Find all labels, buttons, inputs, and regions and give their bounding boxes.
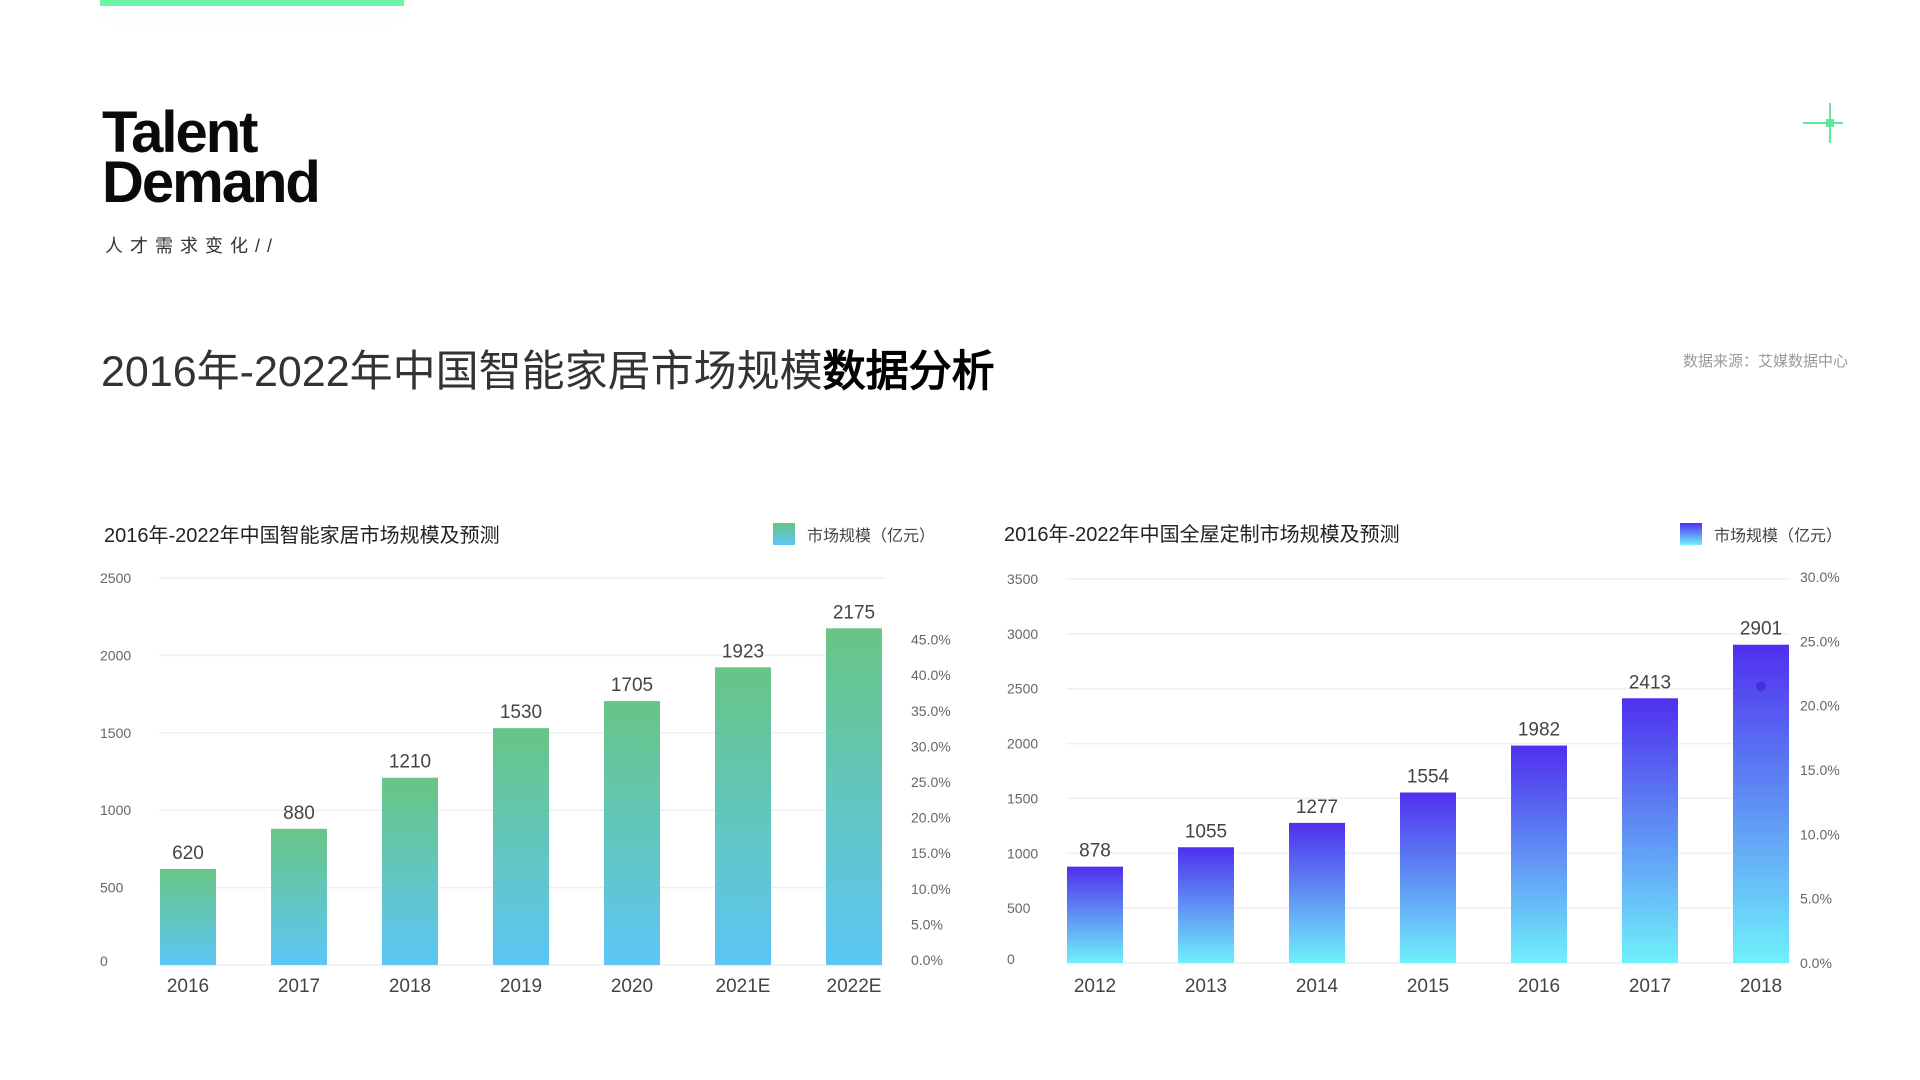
chart2-value-label: 1055 — [1185, 821, 1227, 842]
chart2-y-tick: 3000 — [1007, 626, 1038, 642]
chart1-y-tick: 2500 — [100, 570, 131, 586]
brand-line-1: Talent — [102, 100, 258, 165]
chart2-y2-tick: 25.0% — [1800, 633, 1840, 649]
chart1-legend-label: 市场规模（亿元） — [807, 528, 936, 545]
chart1-value-label: 1923 — [722, 641, 764, 662]
chart1-y2-tick: 45.0% — [911, 632, 951, 648]
chart2-x-tick: 2014 — [1296, 976, 1339, 997]
chart1-value-label: 1705 — [611, 675, 653, 696]
chart2-x-tick: 2017 — [1629, 976, 1671, 997]
chart2-y-tick: 1000 — [1007, 845, 1038, 861]
chart2-y-tick: 0 — [1007, 951, 1015, 967]
chart1-x-tick: 2021E — [716, 976, 771, 997]
chart2-x-tick: 2012 — [1074, 976, 1116, 997]
chart1-bar — [160, 869, 216, 965]
brand-subtitle: 人才需求变化// — [105, 236, 280, 256]
chart1-y2-tick: 35.0% — [911, 703, 951, 719]
chart2-value-label: 2413 — [1629, 672, 1671, 693]
chart1-y-tick: 1500 — [100, 725, 131, 741]
chart2-value-label: 2901 — [1740, 619, 1782, 640]
chart1-bar — [493, 728, 549, 965]
chart2-y-tick: 1500 — [1007, 790, 1038, 806]
chart2-x-tick: 2016 — [1518, 976, 1560, 997]
brand-title: Talent Demand — [102, 100, 321, 215]
chart1-y2-tick: 0.0% — [911, 952, 943, 968]
chart1-value-label: 1210 — [389, 752, 431, 773]
chart1-y-tick: 0 — [100, 953, 108, 969]
chart2-y2-tick: 10.0% — [1800, 826, 1840, 842]
chart1-x-tick: 2019 — [500, 976, 542, 997]
chart1-x-tick: 2018 — [389, 976, 431, 997]
chart1-legend-swatch — [773, 523, 795, 545]
chart1-y2-tick: 30.0% — [911, 738, 951, 754]
chart2-legend-label: 市场规模（亿元） — [1714, 528, 1843, 545]
chart2-bar — [1733, 644, 1789, 963]
chart1-y2-tick: 5.0% — [911, 916, 943, 932]
chart1-y2-tick: 15.0% — [911, 845, 951, 861]
accent-bar — [100, 0, 404, 6]
chart1-value-label: 880 — [283, 803, 315, 824]
chart1-x-tick: 2020 — [611, 976, 653, 997]
chart2-y-tick: 2500 — [1007, 681, 1038, 697]
chart1-y-tick: 1000 — [100, 802, 131, 818]
chart2-value-label: 1277 — [1296, 797, 1338, 818]
chart2-x-tick: 2013 — [1185, 976, 1227, 997]
chart1-bar — [604, 701, 660, 965]
chart1-bar — [382, 777, 438, 965]
chart1-bar — [271, 828, 327, 965]
chart2-x-tick: 2015 — [1407, 976, 1449, 997]
page-heading: 2016年-2022年中国智能家居市场规模数据分析 — [101, 337, 995, 399]
chart2-y2-tick: 30.0% — [1800, 569, 1840, 585]
chart2-value-label: 878 — [1079, 841, 1111, 862]
chart1-x-tick: 2016 — [167, 976, 209, 997]
chart2-title: 2016年-2022年中国全屋定制市场规模及预测 — [1004, 524, 1400, 546]
chart1-bar — [715, 667, 771, 965]
chart2-y2-tick: 5.0% — [1800, 891, 1832, 907]
chart2-y-tick: 3500 — [1007, 571, 1038, 587]
chart1-value-label: 2175 — [833, 602, 875, 623]
chart1-x-tick: 2022E — [827, 976, 882, 997]
chart1-y2-tick: 25.0% — [911, 774, 951, 790]
chart2-legend-swatch — [1680, 523, 1702, 545]
chart2-bar — [1622, 698, 1678, 963]
chart2-value-label: 1554 — [1407, 767, 1450, 788]
brand-line-2: Demand — [102, 150, 321, 215]
chart2-y2-tick: 15.0% — [1800, 762, 1840, 778]
chart2-bar — [1400, 792, 1456, 963]
chart1-y-tick: 2000 — [100, 647, 131, 663]
chart1-value-label: 1530 — [500, 702, 542, 723]
chart2-growth-point — [1756, 681, 1766, 692]
chart2-value-label: 1982 — [1518, 720, 1560, 741]
chart2-y2-tick: 20.0% — [1800, 698, 1840, 714]
chart2-legend: 市场规模（亿元） — [1680, 522, 1842, 546]
chart1-value-label: 620 — [172, 843, 204, 864]
chart1-legend: 市场规模（亿元） — [773, 522, 935, 546]
crosshair-icon — [1803, 103, 1843, 143]
chart1-title: 2016年-2022年中国智能家居市场规模及预测 — [104, 525, 500, 547]
chart2-y-tick: 2000 — [1007, 736, 1038, 752]
chart2-y-tick: 500 — [1007, 900, 1031, 916]
chart1-y2-tick: 10.0% — [911, 881, 951, 897]
chart2-y2-tick: 0.0% — [1800, 955, 1832, 971]
chart1-bar — [826, 628, 882, 965]
chart2-bar — [1178, 847, 1234, 963]
heading-light: 2016年-2022年中国智能家居市场规模 — [101, 348, 823, 396]
chart2-bar — [1289, 822, 1345, 963]
heading-bold: 数据分析 — [822, 348, 995, 396]
chart1-x-tick: 2017 — [278, 976, 320, 997]
data-source: 数据来源：艾媒数据中心 — [1682, 353, 1848, 370]
chart1-y2-tick: 40.0% — [911, 667, 951, 683]
chart2-bar — [1067, 866, 1123, 963]
chart1-y2-tick: 20.0% — [911, 810, 951, 826]
chart2-bar — [1511, 745, 1567, 963]
chart1-y-tick: 500 — [100, 880, 124, 896]
chart2-x-tick: 2018 — [1740, 976, 1782, 997]
